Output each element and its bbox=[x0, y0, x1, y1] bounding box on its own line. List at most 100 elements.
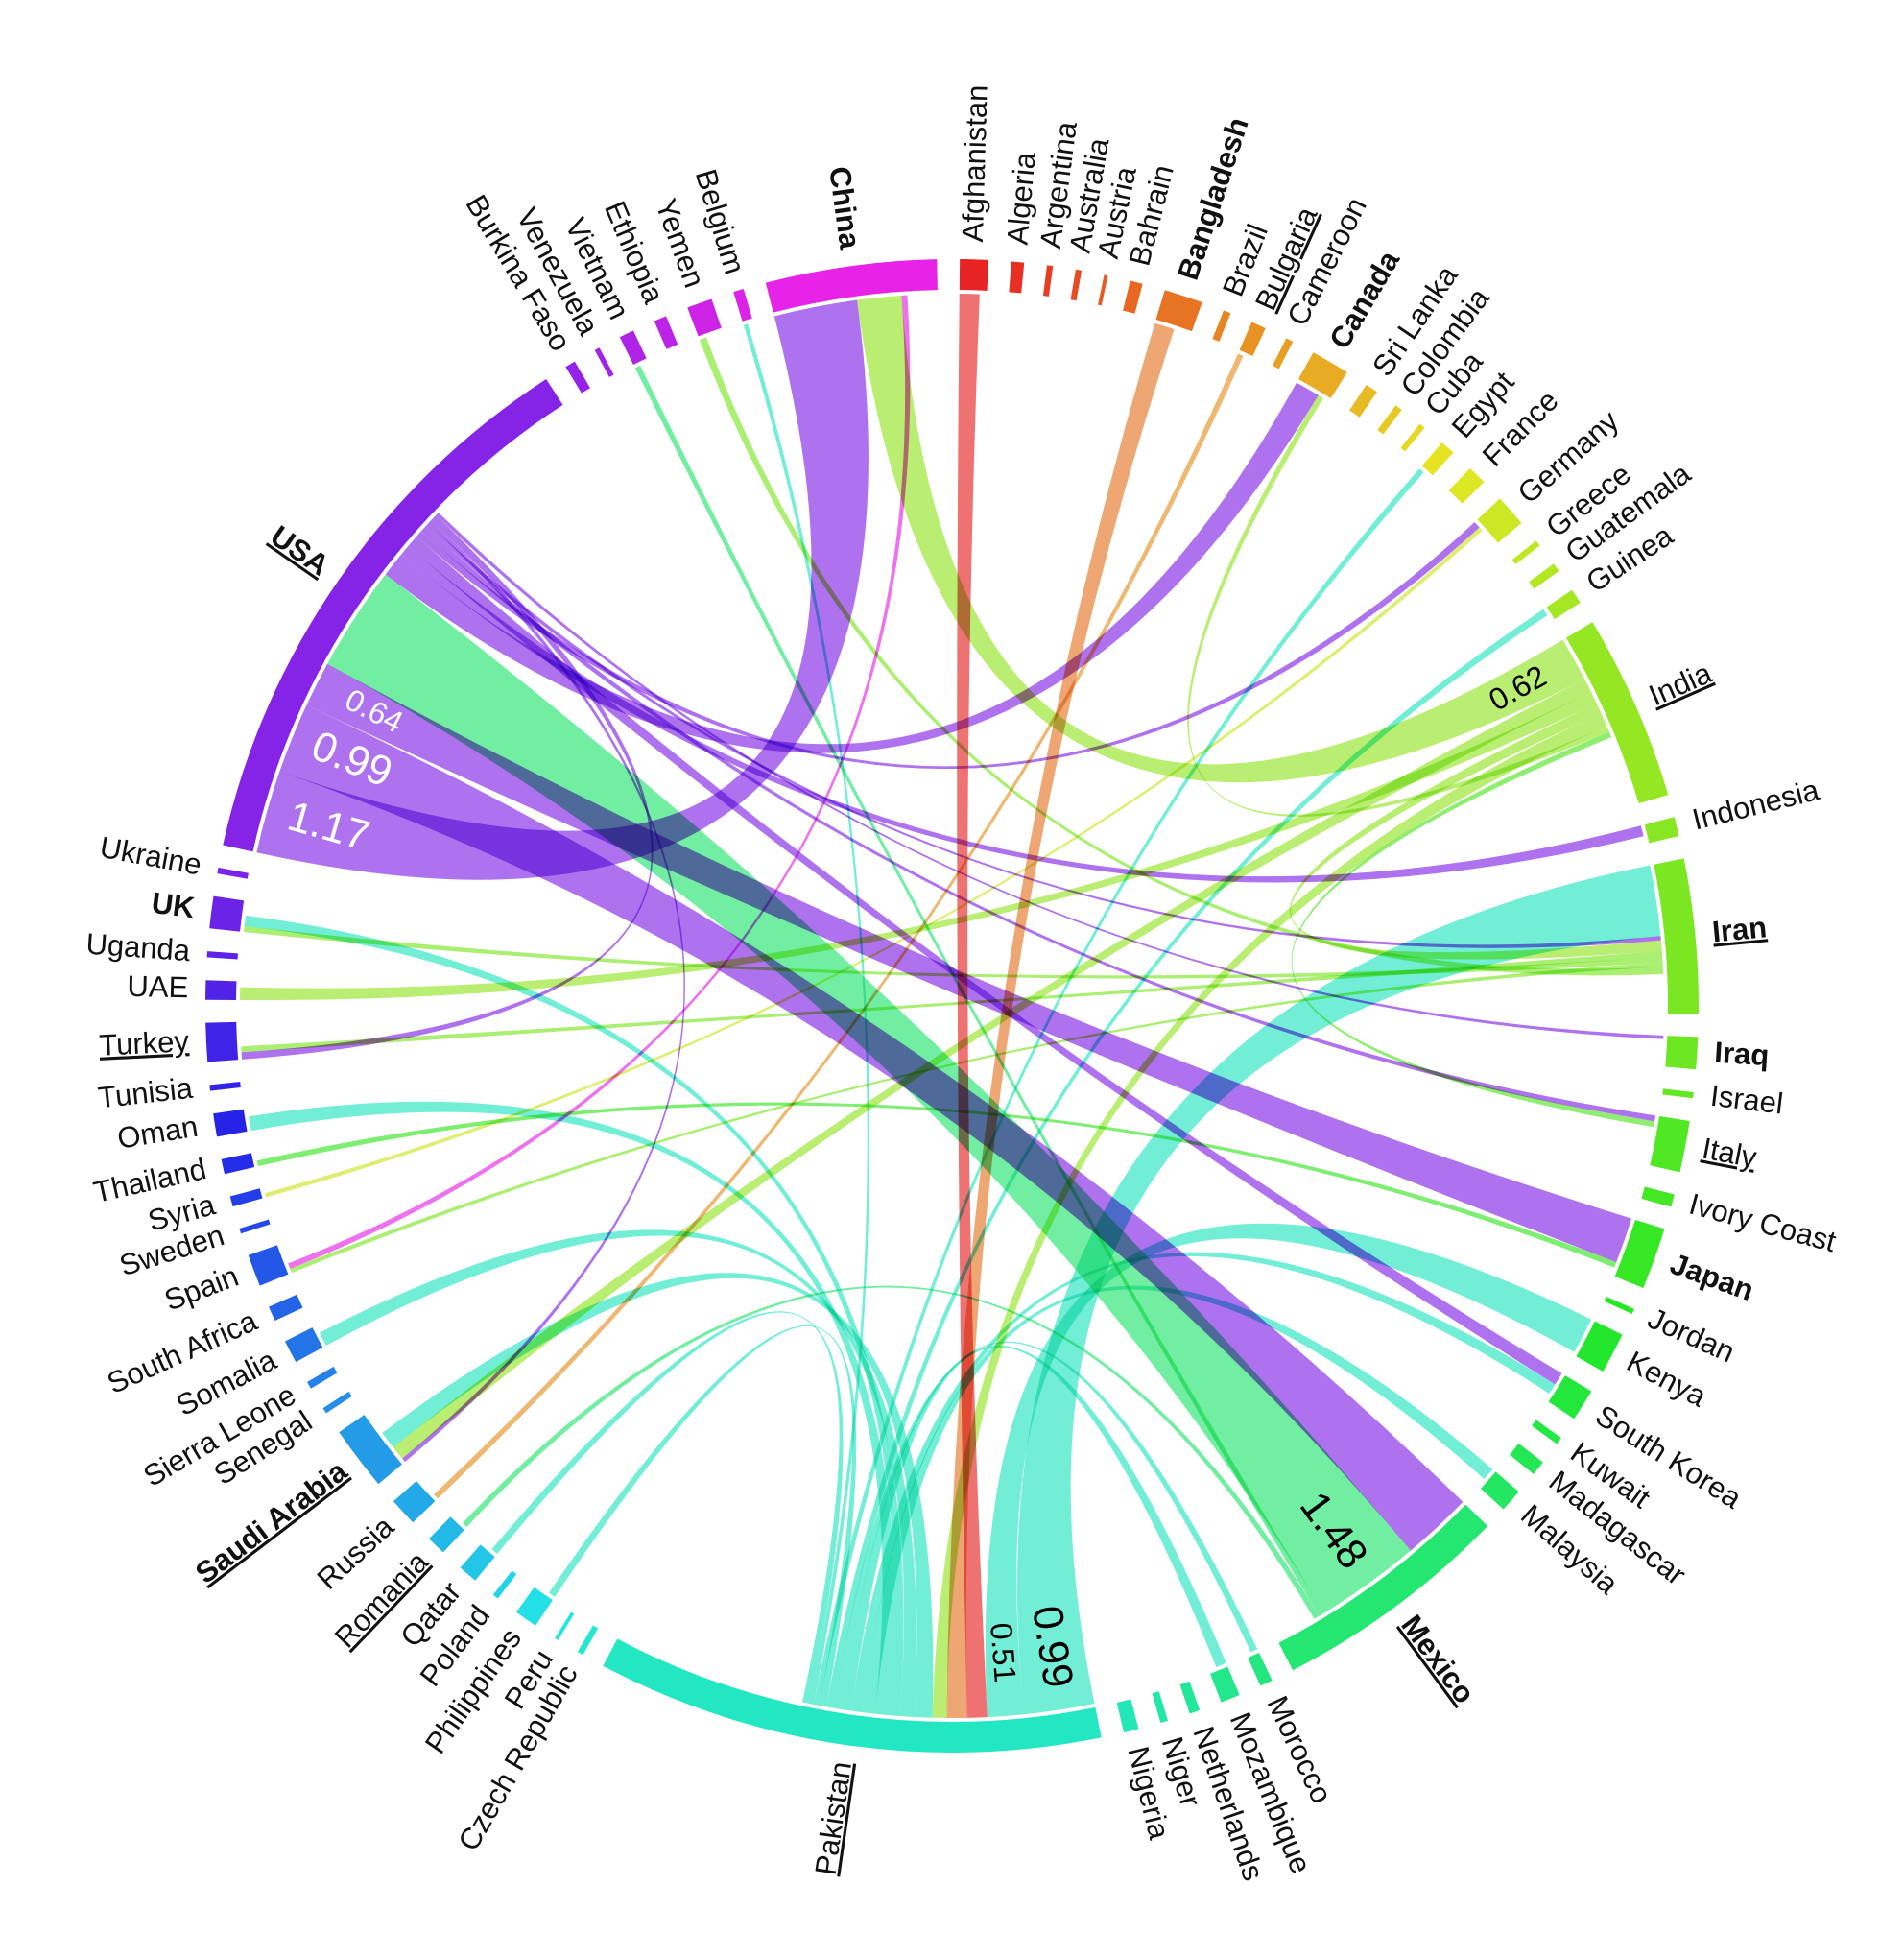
node-arc-south-africa bbox=[269, 1294, 303, 1321]
node-label-tunisia: Tunisia bbox=[96, 1071, 195, 1115]
node-label-uganda: Uganda bbox=[85, 927, 193, 967]
node-arc-argentina bbox=[1042, 265, 1054, 297]
node-arc-colombia bbox=[1377, 405, 1402, 435]
node-arc-guinea bbox=[1546, 589, 1581, 620]
node-arc-tunisia bbox=[209, 1081, 241, 1091]
node-arc-kuwait bbox=[1532, 1420, 1561, 1444]
node-label-india: India bbox=[1644, 656, 1717, 712]
node-arc-madagascar bbox=[1510, 1443, 1543, 1474]
node-arc-netherlands bbox=[1179, 1681, 1201, 1714]
node-arc-belgium bbox=[733, 288, 752, 322]
node-label-ukraine: Ukraine bbox=[97, 830, 203, 882]
node-arc-vietnam bbox=[619, 330, 647, 365]
node-label-usa: USA bbox=[265, 519, 336, 583]
node-arc-kenya bbox=[1576, 1321, 1623, 1372]
node-arc-bahrain bbox=[1123, 280, 1143, 314]
node-arcs bbox=[205, 259, 1699, 1754]
node-label-japan: Japan bbox=[1666, 1247, 1758, 1307]
node-arc-iran bbox=[1654, 858, 1699, 1014]
chord-usa-japan bbox=[306, 663, 1632, 1263]
node-arc-uae bbox=[205, 980, 237, 1000]
node-arc-uk bbox=[209, 895, 245, 932]
node-arc-japan bbox=[1614, 1219, 1665, 1288]
node-arc-austria bbox=[1098, 274, 1108, 306]
node-arc-china bbox=[765, 259, 938, 313]
node-label-iraq: Iraq bbox=[1713, 1036, 1770, 1073]
node-arc-philippines bbox=[515, 1587, 553, 1626]
node-label-indonesia: Indonesia bbox=[1689, 773, 1823, 836]
node-arc-somalia bbox=[284, 1327, 323, 1363]
node-arc-jordan bbox=[1604, 1296, 1634, 1314]
node-arc-indonesia bbox=[1644, 817, 1679, 844]
node-label-turkey: Turkey bbox=[99, 1024, 191, 1062]
chord-india-iran bbox=[1290, 703, 1662, 960]
node-arc-poland bbox=[492, 1570, 517, 1599]
chord-usa-germany bbox=[416, 521, 1480, 770]
node-label-uk: UK bbox=[150, 886, 197, 924]
node-arc-mozambique bbox=[1210, 1666, 1240, 1703]
node-label-china: China bbox=[822, 164, 867, 251]
node-arc-pakistan bbox=[603, 1638, 1102, 1754]
node-arc-ivory-coast bbox=[1641, 1186, 1675, 1207]
node-label-mexico: Mexico bbox=[1394, 1609, 1482, 1709]
node-arc-russia bbox=[393, 1480, 436, 1523]
node-arc-ethiopia bbox=[654, 316, 678, 349]
node-arc-qatar bbox=[460, 1544, 495, 1581]
node-arc-brazil bbox=[1212, 310, 1231, 342]
chord-usa-saudi-arabia bbox=[402, 520, 685, 1463]
node-arc-algeria bbox=[1009, 261, 1025, 294]
node-arc-sierra-leone bbox=[306, 1366, 338, 1389]
chord-mexico-usa bbox=[327, 574, 1411, 1613]
node-label-pakistan: Pakistan bbox=[809, 1759, 859, 1877]
node-label-italy: Italy bbox=[1700, 1132, 1760, 1175]
node-arc-egypt bbox=[1421, 442, 1454, 476]
flow-value-label: 0.51 bbox=[984, 1621, 1023, 1683]
node-arc-mexico bbox=[1278, 1504, 1488, 1671]
node-arc-senegal bbox=[322, 1391, 352, 1414]
node-arc-venezuela bbox=[594, 347, 614, 377]
node-arc-greece bbox=[1511, 540, 1540, 565]
node-label-iran: Iran bbox=[1711, 910, 1769, 948]
node-arc-guatemala bbox=[1529, 563, 1559, 589]
node-label-uae: UAE bbox=[127, 969, 188, 1004]
node-arc-italy bbox=[1650, 1116, 1690, 1173]
node-arc-yemen bbox=[687, 298, 722, 337]
node-arc-germany bbox=[1477, 498, 1522, 543]
node-arc-romania bbox=[429, 1516, 464, 1553]
node-arc-nigeria bbox=[1116, 1699, 1139, 1733]
node-arc-cameroon bbox=[1272, 338, 1294, 370]
node-arc-afghanistan bbox=[959, 259, 989, 291]
node-arc-usa bbox=[223, 378, 563, 852]
node-arc-niger bbox=[1152, 1691, 1168, 1724]
node-arc-france bbox=[1448, 467, 1485, 504]
node-arc-uganda bbox=[206, 951, 238, 960]
node-arc-canada bbox=[1297, 352, 1347, 399]
node-arc-iraq bbox=[1665, 1036, 1699, 1070]
chord-usa-mexico bbox=[279, 704, 1464, 1551]
node-arc-ukraine bbox=[217, 867, 249, 879]
node-arc-syria bbox=[229, 1188, 263, 1207]
node-arc-czech-republic bbox=[577, 1625, 599, 1656]
node-arc-israel bbox=[1662, 1088, 1694, 1099]
node-arc-cuba bbox=[1400, 423, 1425, 452]
node-arc-oman bbox=[213, 1109, 248, 1137]
node-arc-spain bbox=[248, 1245, 289, 1286]
node-label-israel: Israel bbox=[1708, 1079, 1784, 1121]
node-label-oman: Oman bbox=[115, 1110, 201, 1156]
node-arc-malaysia bbox=[1480, 1471, 1519, 1510]
node-arc-bulgaria bbox=[1239, 322, 1266, 356]
chord-ribbons bbox=[240, 294, 1664, 1719]
chord-usa-canada bbox=[385, 382, 1319, 753]
node-arc-burkina-faso bbox=[565, 361, 591, 394]
node-arc-peru bbox=[555, 1611, 575, 1640]
chord-pakistan-qatar bbox=[491, 1311, 844, 1704]
node-label-ivory-coast: Ivory Coast bbox=[1685, 1187, 1840, 1259]
node-arc-morocco bbox=[1248, 1652, 1273, 1686]
node-arc-sri-lanka bbox=[1349, 384, 1377, 418]
chord-pakistan-philippines bbox=[548, 1325, 857, 1707]
node-arc-australia bbox=[1070, 269, 1083, 301]
node-arc-bangladesh bbox=[1155, 290, 1202, 332]
node-arc-saudi-arabia bbox=[339, 1414, 402, 1485]
node-arc-sweden bbox=[239, 1219, 271, 1234]
